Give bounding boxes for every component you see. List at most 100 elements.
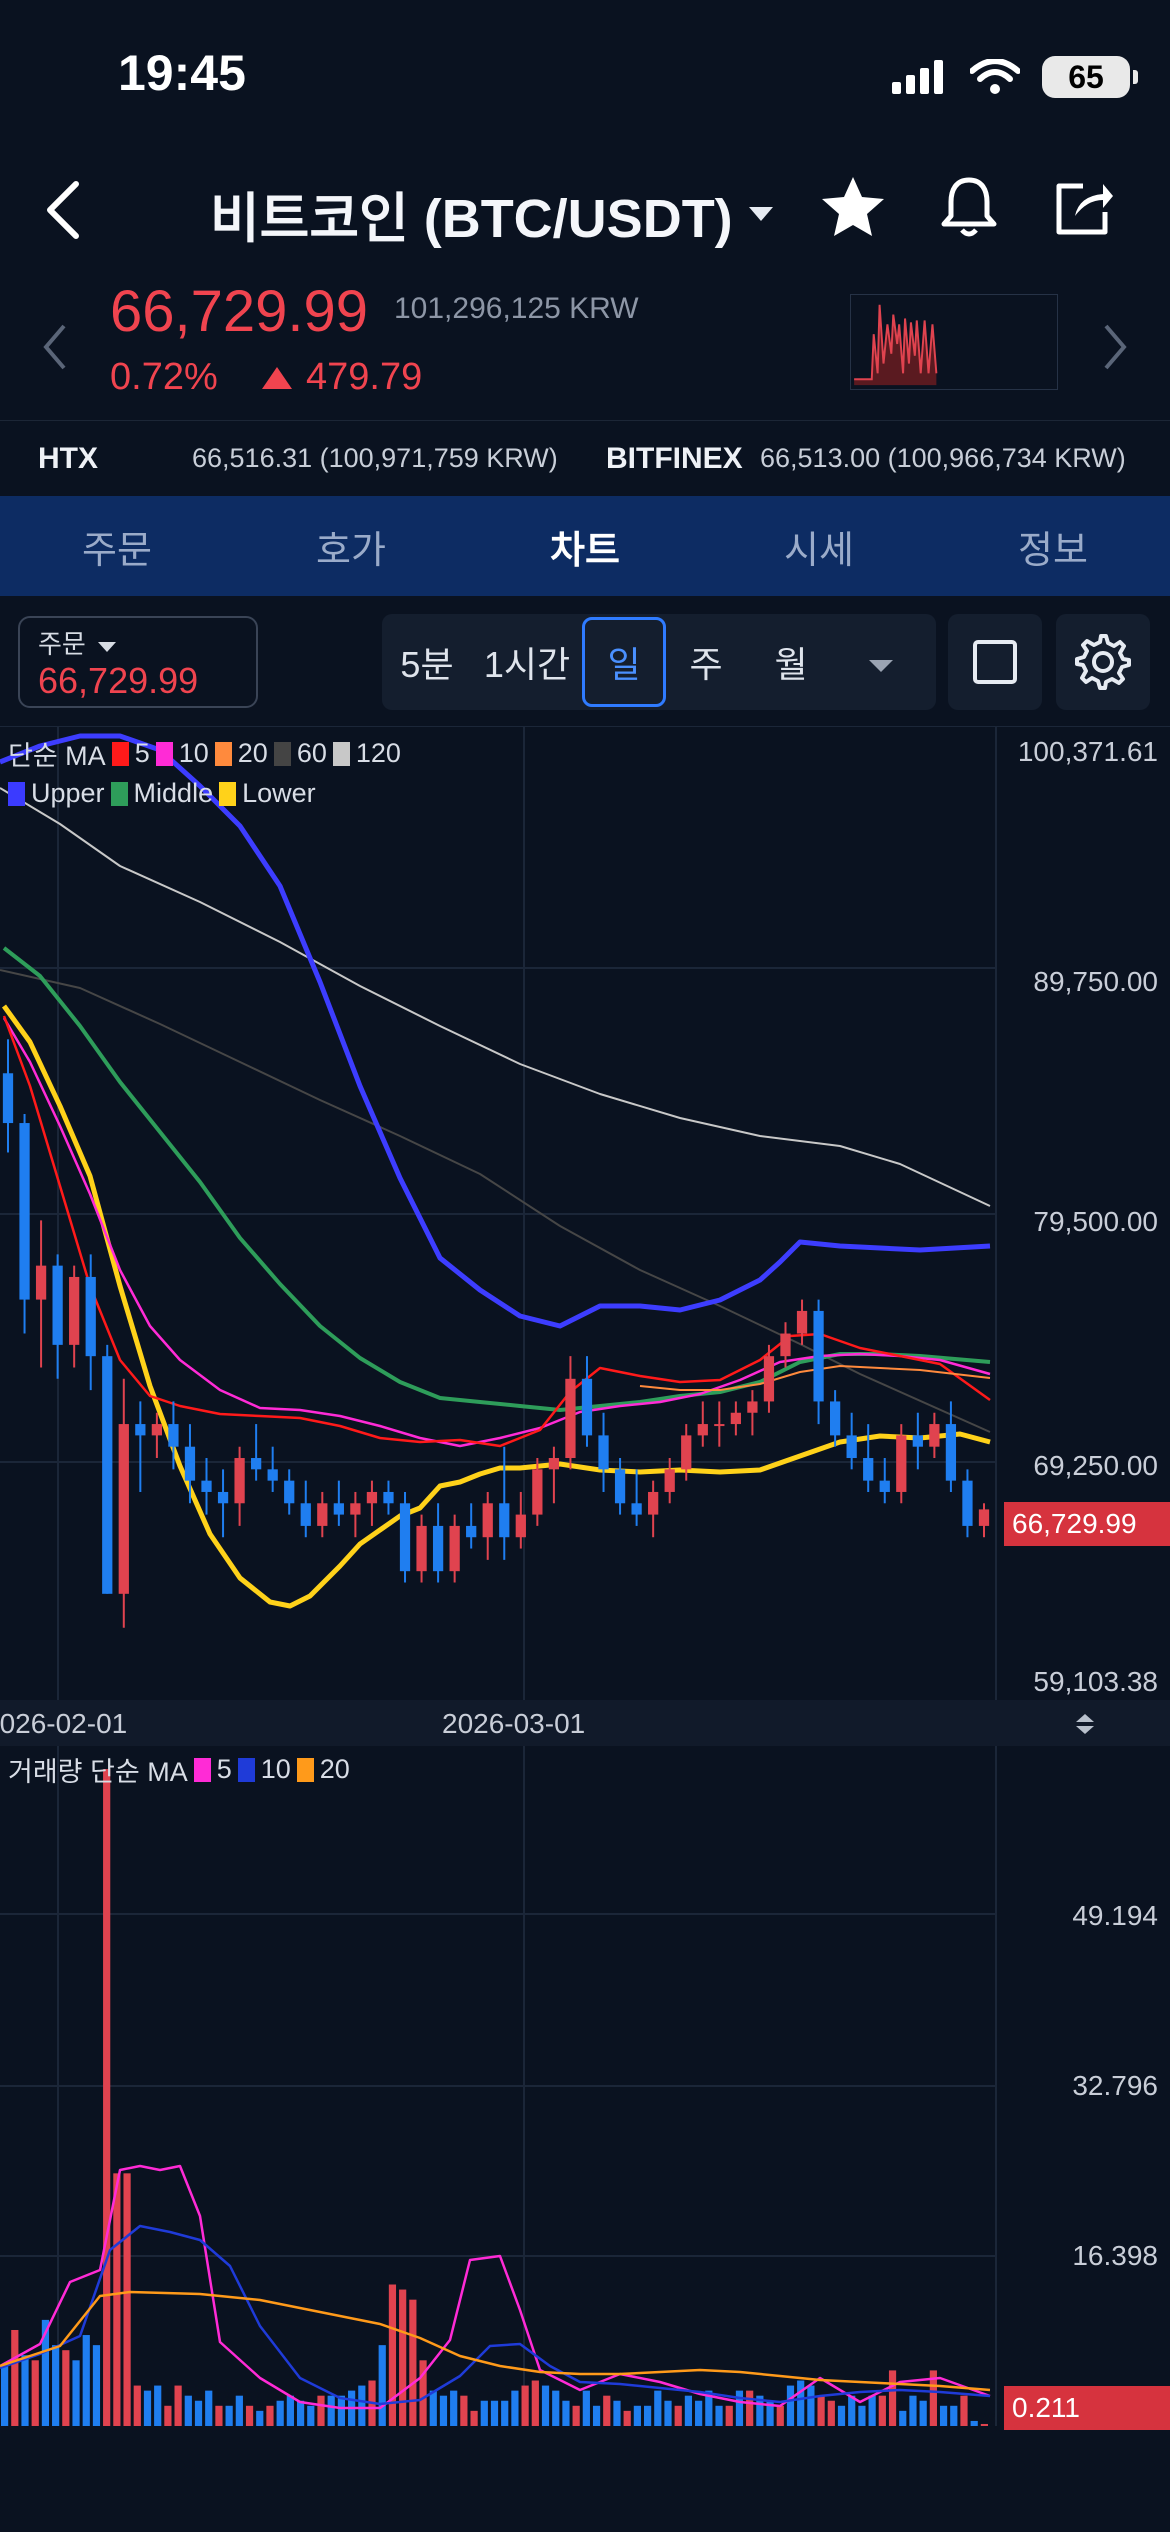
candle-body [85,1276,96,1357]
chart-settings-button[interactable] [1056,614,1150,710]
order-dropdown-label: 주문 [38,624,117,661]
current-price: 66,729.99 [110,279,369,344]
tab-chart[interactable]: 차트 [550,529,620,572]
volume-bar [695,2400,703,2426]
candle-body [151,1424,163,1436]
volume-bar [307,2405,315,2426]
candle-body [499,1503,510,1538]
candle-body [466,1525,477,1538]
volume-bar [980,2423,988,2426]
volume-axis-label: 16.398 [1072,2240,1158,2271]
page-title: 비트코인 (BTC/USDT) [210,189,733,249]
symbol-selector[interactable]: 비트코인 (BTC/USDT) [210,174,775,253]
volume-bar [174,2385,182,2426]
period-month[interactable]: 월 [774,644,808,685]
ma10-label: 10 [178,738,209,768]
candle-body [763,1356,775,1402]
candle-body [962,1480,973,1526]
candle-body [929,1424,940,1447]
volume-bar [419,2360,427,2426]
price-axis-label: 69,250.00 [1033,1450,1158,1481]
mini-sparkline[interactable] [850,294,1058,390]
volume-bar [286,2395,294,2426]
bb-lower-line [1,1004,991,1609]
volume-legend-title: 거래량 단순 MA [8,1757,188,1787]
candle-body [135,1424,146,1436]
volume-bar [62,2350,70,2426]
candle-body [69,1276,80,1345]
volume-bar [501,2400,509,2426]
caret-down-icon [98,642,117,652]
favorite-star-icon[interactable] [818,170,888,244]
volume-bar [827,2400,835,2426]
ma5-line [2,1015,991,1448]
period-day[interactable]: 일 [582,617,666,707]
volume-bar [296,2400,305,2426]
candle-body [19,1123,30,1300]
current-volume-tag: 0.211 [1004,2386,1170,2430]
bb-upper-label: Upper [31,778,105,808]
bell-icon[interactable] [934,170,1004,244]
volume-bar [378,2345,386,2426]
ma120-swatch [332,741,350,766]
volume-bar [184,2395,192,2426]
change-percent: 0.72% [110,356,218,398]
order-dropdown[interactable]: 주문 66,729.99 [18,616,258,708]
volume-bar [756,2395,764,2426]
candle-body [52,1265,63,1345]
next-coin-icon[interactable] [1100,322,1130,372]
volume-axis-label: 49.194 [1072,1900,1158,1931]
volume-bar [164,2405,172,2426]
price-axis-label: 59,103.38 [1033,1666,1158,1697]
volume-bar [541,2385,550,2426]
tab-order[interactable]: 주문 [82,529,152,572]
volume-bar [82,2335,90,2426]
period-1hour[interactable]: 1시간 [483,644,571,685]
price-volume-chart[interactable] [0,726,1170,2426]
period-more-dropdown[interactable] [836,641,926,683]
candle-body [631,1503,642,1515]
ma5-swatch [111,741,129,766]
vol-ma10-swatch [237,1757,255,1782]
volume-bar [409,2299,417,2426]
candle-body [515,1514,526,1538]
volume-bar [725,2405,733,2426]
period-week[interactable]: 주 [689,644,723,685]
volume-bar [266,2405,274,2426]
vol-ma10-line [0,2224,991,2406]
vol-ma20-swatch [296,1757,314,1782]
tab-market[interactable]: 시세 [784,529,854,572]
candle-body [284,1480,295,1504]
ma-legend-title: 단순 MA [8,741,106,771]
volume-bar [582,2390,590,2426]
volume-bar [480,2400,488,2426]
bb-upper-line [0,733,991,1329]
candle-body [581,1378,593,1436]
ma10-line [2,1017,991,1448]
volume-bar [919,2400,927,2426]
candle-body [896,1435,907,1492]
volume-bar [194,2400,203,2426]
fullscreen-button[interactable] [948,614,1042,710]
resize-handle-icon[interactable] [1074,1712,1096,1736]
volume-bar [960,2395,968,2426]
volume-bar [92,2345,101,2426]
period-5min[interactable]: 5분 [400,644,454,685]
candle-body [201,1480,212,1492]
share-icon[interactable] [1050,170,1120,244]
candle-body [383,1491,394,1504]
exchange-name-bitfinex: BITFINEX [606,441,743,475]
back-icon[interactable] [36,178,96,242]
volume-bar [439,2395,448,2426]
candle-body [317,1503,328,1526]
volume-bar [521,2385,529,2426]
candle-body [945,1424,957,1481]
tab-info[interactable]: 정보 [1018,529,1088,572]
bb-lower-label: Lower [242,778,316,808]
volume-bar [133,2385,141,2426]
previous-coin-icon[interactable] [40,322,70,372]
ma120-line [0,787,991,1207]
candle-body [217,1491,229,1504]
tab-orderbook[interactable]: 호가 [316,529,386,572]
volume-bar [552,2390,560,2426]
